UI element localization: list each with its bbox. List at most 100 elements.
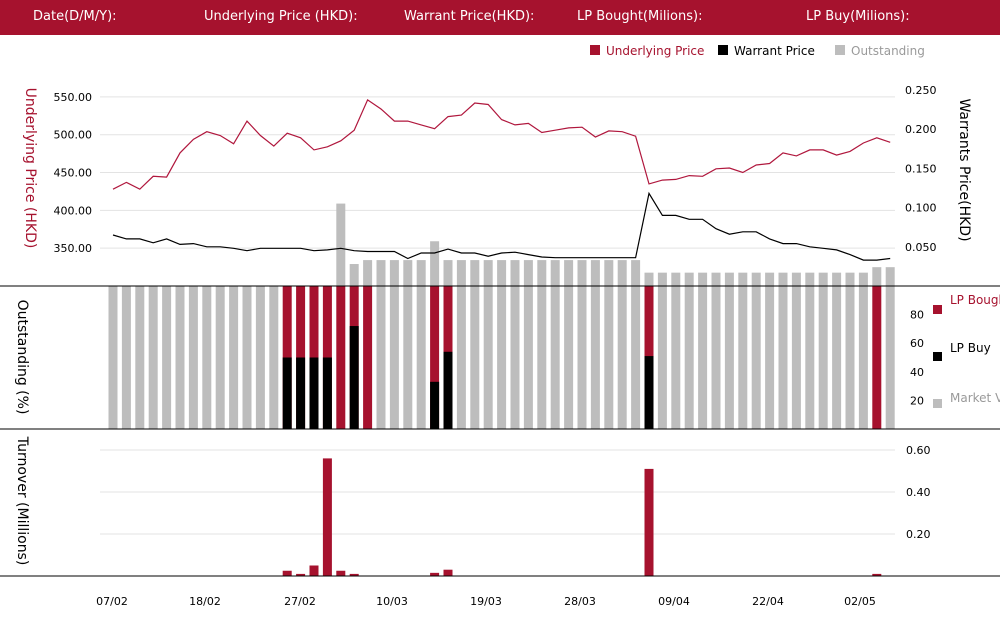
legend-swatch-lp-buy (933, 352, 942, 361)
outstanding-bar (617, 260, 627, 286)
turnover-bar (430, 572, 440, 576)
market-volume-bar (590, 286, 600, 429)
outstanding-tick-label: 60 (910, 337, 924, 350)
price-legend: Underlying Price Warrant Price Outstandi… (590, 44, 925, 58)
lp-buy-bar (349, 326, 359, 429)
turnover-axis-title: Turnover (Millions) (14, 436, 30, 566)
outstanding-bar (845, 272, 855, 286)
outstanding-panel: 80 60 40 20 (108, 286, 924, 429)
legend-swatch-underlying (590, 45, 600, 55)
market-volume-bar (711, 286, 721, 429)
turnover-tick-label: 0.20 (906, 528, 931, 541)
outstanding-bar (657, 272, 667, 286)
x-tick-label: 27/02 (284, 595, 316, 608)
lp-buy-bar (309, 357, 319, 429)
market-volume-bar (604, 286, 614, 429)
lp-bought-bar (872, 286, 882, 429)
market-volume-bar (765, 286, 775, 429)
market-volume-bar (162, 286, 172, 429)
lp-bought-bar (363, 286, 373, 429)
market-volume-bar (255, 286, 265, 429)
x-tick-label: 09/04 (658, 595, 690, 608)
outstanding-bar (564, 260, 574, 286)
underlying-price-label: Underlying Price (HKD): (204, 9, 358, 24)
outstanding-bar (684, 272, 694, 286)
outstanding-bar (805, 272, 815, 286)
market-volume-bar (483, 286, 493, 429)
legend-swatch-market-volume (933, 399, 942, 408)
lp-bought-bar (430, 286, 440, 429)
market-volume-bar (778, 286, 788, 429)
market-volume-bar (121, 286, 131, 429)
market-volume-bar (845, 286, 855, 429)
outstanding-bar (751, 272, 761, 286)
market-volume-bar (497, 286, 507, 429)
outstanding-bar (858, 272, 868, 286)
outstanding-bar (738, 272, 748, 286)
turnover-bar (872, 573, 882, 576)
outstanding-axis-title: Outstanding (%) (14, 300, 30, 415)
lp-buy-bar (443, 351, 453, 429)
outstanding-bar (711, 272, 721, 286)
x-tick-label: 22/04 (752, 595, 784, 608)
outstanding-bar (644, 272, 654, 286)
right-tick-label: 0.150 (905, 162, 937, 175)
x-tick-label: 28/03 (564, 595, 596, 608)
right-tick-label: 0.050 (905, 241, 937, 254)
right-tick-label: 0.100 (905, 202, 937, 215)
market-volume-bar (858, 286, 868, 429)
outstanding-bar (724, 272, 734, 286)
market-volume-bar (751, 286, 761, 429)
market-volume-bar (135, 286, 145, 429)
outstanding-bar (537, 260, 547, 286)
market-volume-bar (416, 286, 426, 429)
outstanding-legend: LP Bought LP Buy Market Volume (933, 293, 1000, 408)
outstanding-bar (510, 260, 520, 286)
turnover-bar (349, 573, 359, 576)
left-tick-label: 400.00 (54, 204, 93, 217)
market-volume-bar (550, 286, 560, 429)
turnover-panel: 0.60 0.40 0.20 07/02 18/02 27/02 10/03 19/03 28/… (96, 444, 930, 608)
market-volume-bar (631, 286, 641, 429)
x-tick-label: 10/03 (376, 595, 408, 608)
outstanding-bar (604, 260, 614, 286)
turnover-bar (443, 569, 453, 576)
outstanding-bar (550, 260, 560, 286)
legend-label-market-volume: Market Volume (950, 391, 1000, 405)
outstanding-bar (483, 260, 493, 286)
x-tick-label: 02/05 (844, 595, 876, 608)
lp-buy-bar (430, 381, 440, 429)
market-volume-bar (175, 286, 185, 429)
market-volume-bar (229, 286, 239, 429)
x-tick-label: 19/03 (470, 595, 502, 608)
legend-swatch-warrant (718, 45, 728, 55)
lp-bought-label: LP Bought(Milions): (577, 9, 703, 24)
market-volume-bar (738, 286, 748, 429)
lp-bought-bar (336, 286, 346, 429)
turnover-bar (296, 573, 306, 576)
header-bar: Date(D/M/Y): Underlying Price (HKD): War… (0, 0, 1000, 35)
outstanding-bar (443, 260, 453, 286)
lp-buy-label: LP Buy(Milions): (806, 9, 910, 24)
market-volume-bar (510, 286, 520, 429)
market-volume-bar (202, 286, 212, 429)
outstanding-bar (497, 260, 507, 286)
outstanding-bar (698, 272, 708, 286)
lp-buy-bar (296, 357, 306, 429)
turnover-bar (309, 565, 319, 576)
legend-swatch-outstanding (835, 45, 845, 55)
outstanding-bar (363, 260, 373, 286)
outstanding-bar (430, 241, 440, 286)
market-volume-bar (885, 286, 895, 429)
outstanding-bar (872, 267, 882, 286)
outstanding-bar (590, 260, 600, 286)
outstanding-bar (577, 260, 587, 286)
market-volume-bar (724, 286, 734, 429)
price-panel: 550.00 500.00 450.00 400.00 350.00 0.250 0.200… (54, 84, 937, 286)
outstanding-bar (765, 272, 775, 286)
underlying-price-line (112, 98, 891, 190)
right-axis-title: Warrants Price(HKD) (956, 98, 972, 241)
left-axis-title-line1: Underlying Price (HKD) (22, 88, 38, 249)
outstanding-bar (349, 264, 359, 286)
